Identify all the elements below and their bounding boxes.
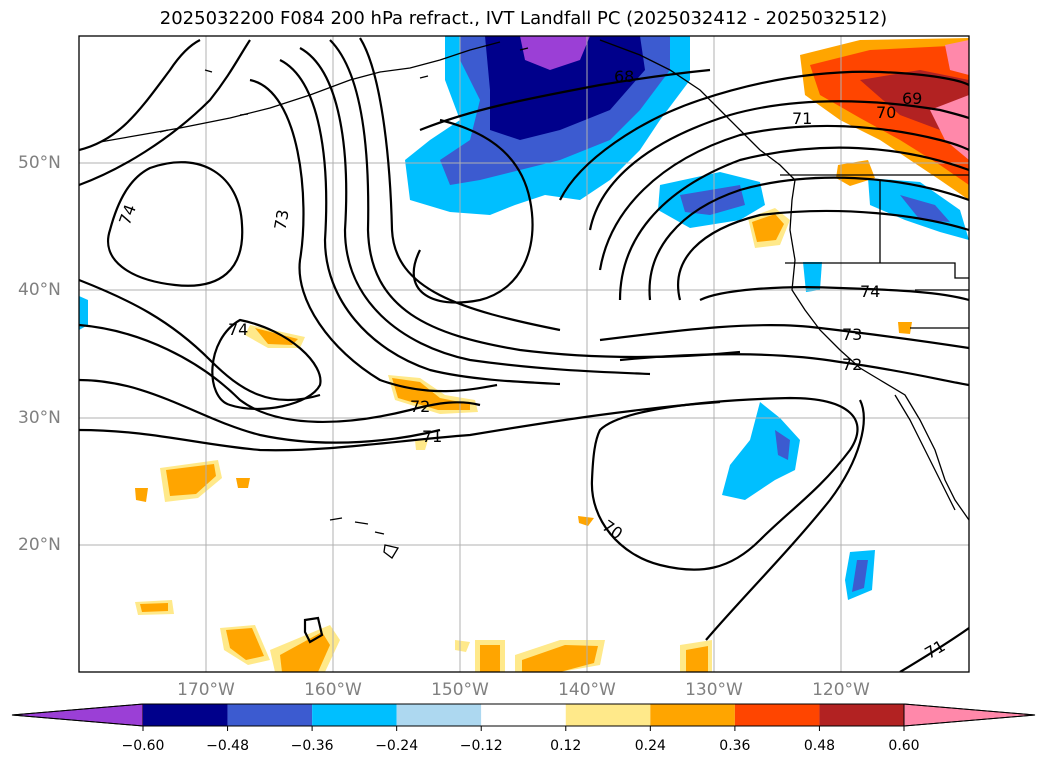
colorbar-tick-label: 0.48 bbox=[803, 738, 836, 754]
contour-label: 70 bbox=[876, 103, 896, 122]
shaded-field bbox=[79, 36, 969, 672]
colorbar-tick-label: 0.36 bbox=[719, 738, 751, 754]
colorbar-tick-label: −0.36 bbox=[290, 738, 334, 754]
negative-anomaly-subtropical bbox=[722, 402, 800, 500]
colorbar-tick-label: 0.12 bbox=[550, 738, 582, 754]
contour-label: 73 bbox=[842, 325, 862, 344]
graticule bbox=[79, 36, 969, 672]
colorbar-tick-label: −0.60 bbox=[121, 738, 165, 754]
colorbar-tick-label: −0.12 bbox=[459, 738, 503, 754]
lon-label: 160°W bbox=[304, 680, 362, 700]
lat-label: 40°N bbox=[18, 280, 61, 300]
contour-label: 73 bbox=[270, 208, 292, 231]
lat-label: 20°N bbox=[18, 535, 61, 555]
colorbar-tick-label: −0.48 bbox=[206, 738, 249, 754]
colorbar-tick-label: 0.60 bbox=[888, 738, 920, 754]
lon-label: 120°W bbox=[812, 680, 870, 700]
contour-label: 74 bbox=[228, 320, 248, 339]
lat-label: 50°N bbox=[18, 153, 61, 173]
contour-label: 74 bbox=[860, 282, 880, 301]
lon-label: 170°W bbox=[177, 680, 235, 700]
lon-label: 130°W bbox=[685, 680, 743, 700]
negative-anomaly-core bbox=[485, 36, 645, 140]
colorbar-segment bbox=[143, 704, 228, 726]
height-contours bbox=[79, 37, 969, 672]
colorbar-segment bbox=[565, 704, 651, 726]
colorbar-tick-label: 0.24 bbox=[634, 738, 666, 754]
colorbar-segment bbox=[650, 704, 735, 726]
contour-label: 68 bbox=[614, 67, 634, 86]
lon-label: 140°W bbox=[558, 680, 616, 700]
colorbar-segment bbox=[481, 704, 566, 726]
contour-label: 72 bbox=[410, 397, 430, 416]
map-frame bbox=[78, 35, 970, 673]
contour-label: 69 bbox=[902, 89, 922, 108]
colorbar-segment bbox=[819, 704, 904, 726]
colorbar bbox=[11, 703, 1036, 731]
lon-label: 150°W bbox=[431, 680, 489, 700]
colorbar-extend-low bbox=[11, 703, 144, 727]
map-title: 2025032200 F084 200 hPa refract., IVT La… bbox=[159, 8, 888, 29]
colorbar-tick-label: −0.24 bbox=[375, 738, 419, 754]
colorbar-segment bbox=[396, 704, 482, 726]
lat-label: 30°N bbox=[18, 408, 61, 428]
negative-anomaly-peak bbox=[520, 36, 590, 70]
colorbar-segment bbox=[227, 704, 313, 726]
colorbar-segment bbox=[312, 704, 397, 726]
colorbar-extend-high bbox=[903, 703, 1036, 727]
contour-label: 71 bbox=[792, 109, 812, 128]
colorbar-segment bbox=[734, 704, 820, 726]
contour-label: 71 bbox=[422, 427, 442, 446]
contour-label: 72 bbox=[842, 355, 862, 374]
